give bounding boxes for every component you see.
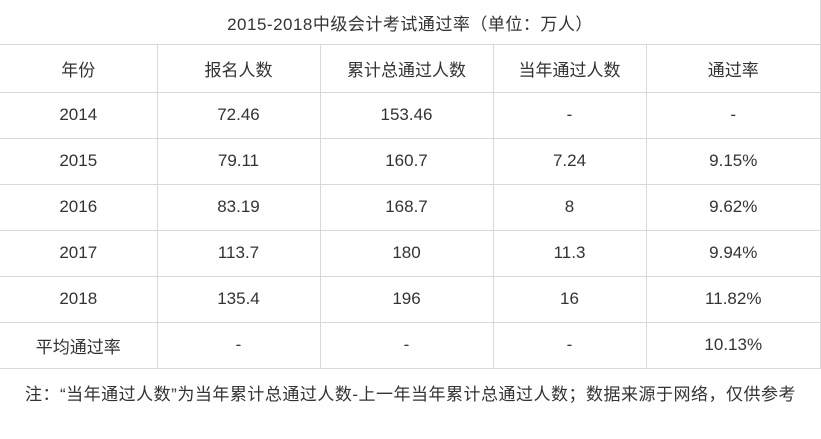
cell-year: 2015: [0, 138, 158, 185]
cell-pass-rate: 9.94%: [646, 230, 820, 277]
cell-registered: -: [157, 322, 321, 369]
cell-year-pass: -: [493, 92, 647, 139]
cell-year: 2016: [0, 184, 158, 231]
cell-registered: 135.4: [157, 276, 321, 323]
header-row: 年份 报名人数 累计总通过人数 当年通过人数 通过率: [0, 45, 820, 93]
table-row-2016: 2016 83.19 168.7 8 9.62%: [0, 184, 820, 231]
cell-pass-rate: 9.62%: [646, 184, 820, 231]
cell-registered: 113.7: [157, 230, 321, 277]
table-title: 2015-2018中级会计考试通过率（单位：万人）: [0, 0, 820, 45]
col-header-pass-rate: 通过率: [646, 45, 820, 93]
col-header-year-pass: 当年通过人数: [493, 45, 647, 93]
pass-rate-table: 年份 报名人数 累计总通过人数 当年通过人数 通过率 2014 72.46 15…: [0, 45, 820, 369]
cell-registered: 79.11: [157, 138, 321, 185]
col-header-cumulative-pass: 累计总通过人数: [320, 45, 494, 93]
cell-year-pass: 8: [493, 184, 647, 231]
cell-year: 2018: [0, 276, 158, 323]
cell-year: 平均通过率: [0, 322, 158, 369]
cell-registered: 72.46: [157, 92, 321, 139]
table-row-2014: 2014 72.46 153.46 - -: [0, 92, 820, 139]
cell-cumulative-pass: 180: [320, 230, 494, 277]
cell-registered: 83.19: [157, 184, 321, 231]
cell-year: 2014: [0, 92, 158, 139]
footnote: 注：“当年通过人数”为当年累计总通过人数-上一年当年累计总通过人数；数据来源于网…: [25, 384, 796, 404]
cell-cumulative-pass: 153.46: [320, 92, 494, 139]
table-row-2018: 2018 135.4 196 16 11.82%: [0, 276, 820, 323]
col-header-year: 年份: [0, 45, 158, 93]
table-block: 2015-2018中级会计考试通过率（单位：万人） 年份 报名人数 累计总通过人…: [0, 0, 821, 369]
cell-year-pass: -: [493, 322, 647, 369]
table-row-2015: 2015 79.11 160.7 7.24 9.15%: [0, 138, 820, 185]
cell-cumulative-pass: 196: [320, 276, 494, 323]
cell-pass-rate: 11.82%: [646, 276, 820, 323]
cell-pass-rate: 10.13%: [646, 322, 820, 369]
table-row-average: 平均通过率 - - - 10.13%: [0, 322, 820, 369]
cell-year-pass: 11.3: [493, 230, 647, 277]
cell-cumulative-pass: 160.7: [320, 138, 494, 185]
cell-pass-rate: -: [646, 92, 820, 139]
cell-pass-rate: 9.15%: [646, 138, 820, 185]
table-row-2017: 2017 113.7 180 11.3 9.94%: [0, 230, 820, 277]
cell-cumulative-pass: 168.7: [320, 184, 494, 231]
cell-year: 2017: [0, 230, 158, 277]
cell-cumulative-pass: -: [320, 322, 494, 369]
col-header-registered: 报名人数: [157, 45, 321, 93]
cell-year-pass: 7.24: [493, 138, 647, 185]
cell-year-pass: 16: [493, 276, 647, 323]
